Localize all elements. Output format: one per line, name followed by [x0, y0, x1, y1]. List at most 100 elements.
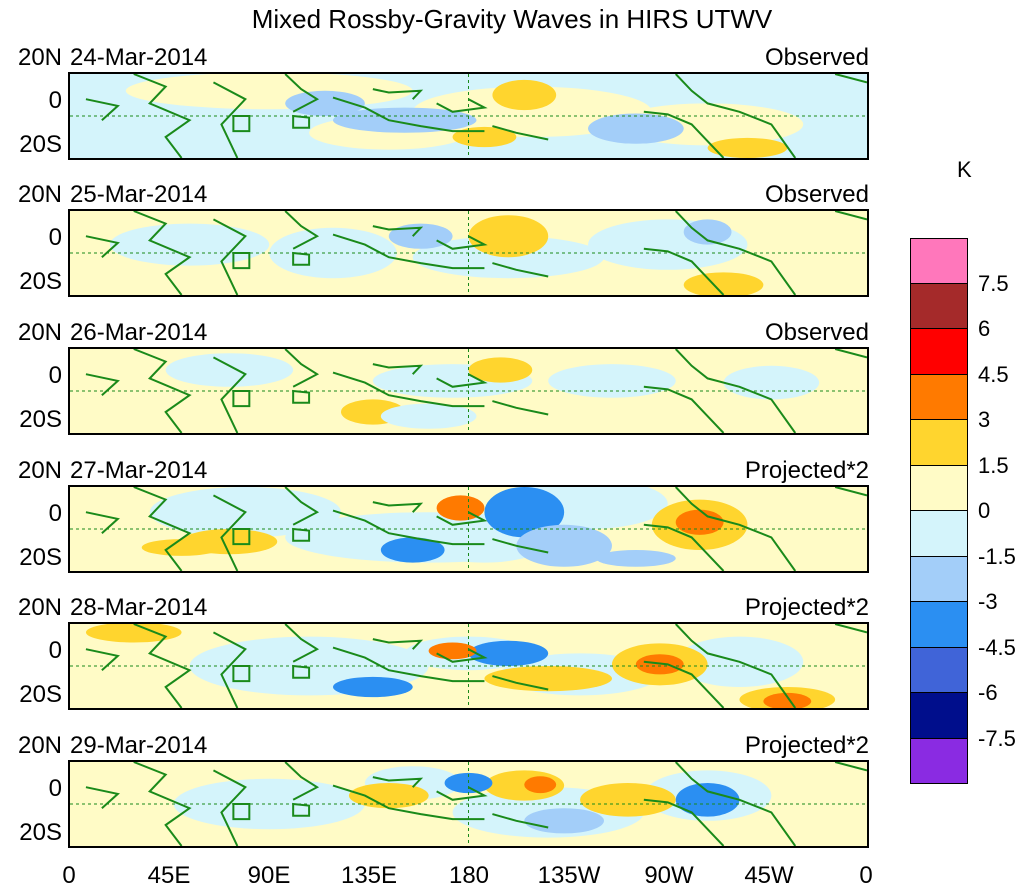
colorbar-swatch — [910, 329, 968, 375]
lat-label: 20N — [17, 319, 62, 346]
coastline — [492, 263, 548, 276]
lon-label: 180 — [448, 862, 490, 889]
colorbar-unit: K — [957, 157, 972, 182]
coastline — [213, 632, 245, 708]
map-plot — [68, 622, 869, 710]
colorbar — [910, 238, 968, 784]
coastline — [86, 787, 118, 808]
region-box — [233, 804, 249, 819]
panel-date: 26-Mar-2014 — [70, 319, 208, 346]
anomaly-region — [468, 640, 549, 666]
coastline — [333, 511, 484, 545]
region-box — [233, 666, 249, 681]
anomaly-region — [85, 624, 182, 643]
colorbar-label: 3 — [978, 407, 991, 432]
coastline — [333, 235, 484, 269]
coastline — [437, 787, 485, 800]
lat-label: 20S — [19, 544, 62, 571]
lon-label: 45E — [147, 862, 191, 889]
colorbar-label: 0 — [978, 498, 991, 523]
colorbar-swatch — [910, 238, 968, 284]
coastline — [835, 624, 867, 632]
coastline — [285, 762, 317, 800]
coastline — [293, 253, 309, 265]
anomaly-region — [675, 783, 740, 817]
coastline — [293, 116, 309, 128]
coastline — [644, 112, 724, 158]
map-panel: 25-Mar-2014 Observed 20N 0 20S — [0, 137, 1024, 297]
map-field — [70, 487, 867, 571]
panel-tag: Observed — [764, 44, 869, 71]
lat-label: 0 — [48, 87, 62, 114]
lon-label: 45W — [744, 862, 794, 889]
coastline — [134, 74, 190, 158]
colorbar-label: -6 — [978, 680, 998, 705]
anomaly-region — [125, 74, 413, 110]
coastline — [213, 495, 245, 571]
lon-label: 135W — [537, 862, 601, 889]
lat-label: 0 — [48, 775, 62, 802]
map-field — [70, 624, 867, 708]
map-plot — [68, 209, 869, 297]
coastline — [492, 539, 548, 552]
coastline — [285, 211, 317, 249]
coastline — [835, 74, 867, 82]
colorbar-swatch — [910, 738, 968, 784]
coastline — [373, 502, 421, 512]
coastline — [835, 211, 867, 219]
coastline — [676, 624, 796, 708]
coastline — [437, 512, 485, 525]
coastline — [644, 249, 724, 295]
coastline — [213, 219, 245, 295]
anomaly-region — [428, 642, 477, 660]
coastline — [86, 236, 118, 257]
map-panel: 24-Mar-2014 Observed 20N 0 20S — [0, 0, 1024, 160]
map-plot — [68, 347, 869, 435]
coastline — [285, 487, 317, 525]
coastline — [285, 349, 317, 387]
coastline — [373, 364, 421, 374]
panel-date: 28-Mar-2014 — [70, 594, 208, 621]
map-field — [70, 74, 867, 158]
coastline — [86, 374, 118, 395]
colorbar-label: -1.5 — [978, 543, 1016, 569]
colorbar-label: -7.5 — [978, 725, 1016, 751]
anomaly-region — [723, 365, 820, 400]
colorbar-label: 7.5 — [978, 270, 1009, 296]
anomaly-region — [516, 524, 612, 567]
panel-date: 27-Mar-2014 — [70, 457, 208, 484]
map-field — [70, 762, 867, 846]
coastline — [134, 211, 190, 295]
anomaly-region — [763, 692, 812, 708]
coastline — [213, 357, 245, 433]
coastline — [676, 487, 796, 571]
anomaly-region — [596, 550, 676, 567]
coastline — [285, 624, 317, 662]
panel-date: 24-Mar-2014 — [70, 44, 208, 71]
figure-title: Mixed Rossby-Gravity Waves in HIRS UTWV — [251, 4, 773, 34]
anomaly-region — [380, 403, 477, 429]
coastline — [373, 777, 421, 787]
anomaly-region — [675, 509, 724, 535]
coastline — [86, 649, 118, 670]
coastline — [134, 762, 190, 846]
coastline — [644, 800, 724, 846]
lon-label: 90W — [644, 862, 694, 889]
lon-label: 135E — [340, 862, 398, 889]
coastline — [86, 99, 118, 120]
lat-label: 20S — [19, 681, 62, 708]
lat-label: 0 — [48, 500, 62, 527]
coastline — [373, 226, 421, 236]
region-box — [233, 116, 249, 131]
anomaly-region — [388, 223, 453, 249]
panel-date: 25-Mar-2014 — [70, 181, 208, 208]
coastline — [492, 676, 548, 689]
lat-label: 20S — [19, 819, 62, 846]
colorbar-label: 1.5 — [978, 452, 1009, 478]
colorbar-swatch — [910, 374, 968, 420]
anomaly-region — [141, 539, 222, 556]
map-plot — [68, 485, 869, 573]
map-field — [70, 349, 867, 433]
lat-label: 20N — [17, 732, 62, 759]
colorbar-swatch — [910, 283, 968, 329]
